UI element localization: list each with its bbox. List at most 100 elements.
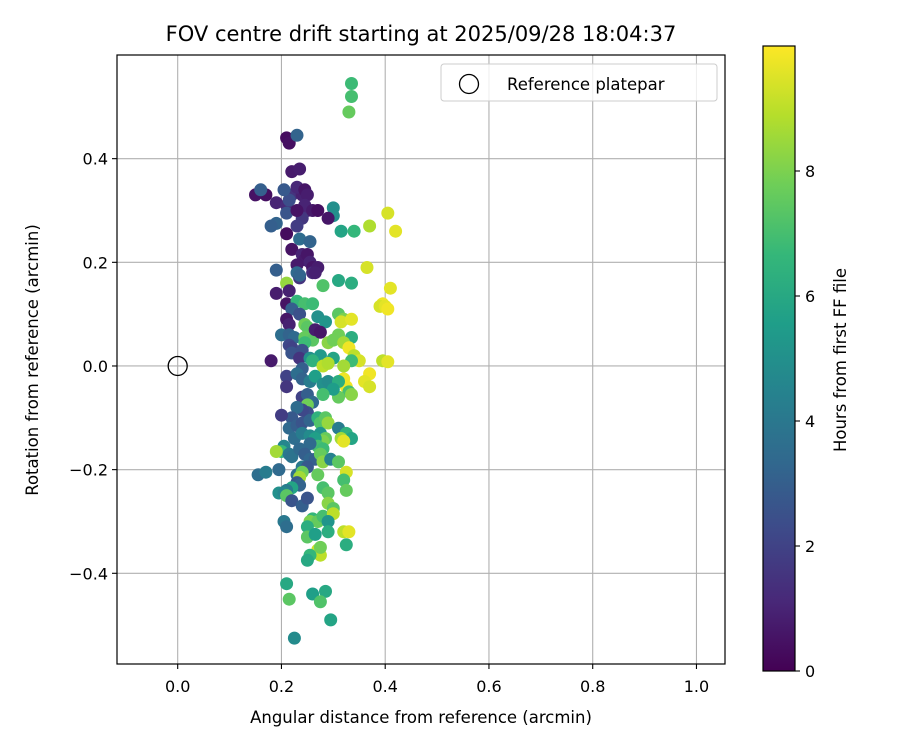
data-point	[381, 206, 395, 220]
colorbar-tick-label: 2	[805, 537, 815, 556]
data-point	[339, 483, 353, 497]
y-tick-label: 0.4	[83, 150, 108, 169]
data-point	[303, 437, 317, 451]
data-point	[345, 276, 358, 290]
data-point	[321, 525, 335, 539]
x-tick-label: 0.4	[372, 677, 397, 696]
data-point	[259, 465, 273, 479]
data-point	[345, 77, 358, 90]
data-point	[269, 286, 283, 300]
data-point	[381, 355, 395, 369]
data-point	[334, 315, 348, 329]
x-tick-label: 0.2	[269, 677, 294, 696]
data-point	[313, 325, 327, 339]
data-point	[321, 356, 335, 370]
grid	[117, 55, 725, 664]
data-point	[306, 297, 320, 311]
y-axis-ticks: 0.4 0.2 0.0 −0.2 −0.4	[69, 150, 117, 583]
colorbar-fill	[763, 46, 795, 671]
data-point	[280, 206, 294, 220]
data-point	[290, 219, 304, 233]
data-point	[280, 520, 294, 534]
data-point	[272, 463, 286, 477]
data-point	[321, 416, 335, 430]
data-point	[345, 388, 358, 401]
data-point	[360, 261, 374, 274]
x-tick-label: 0.0	[165, 677, 190, 696]
data-point	[264, 354, 278, 368]
data-point	[339, 538, 353, 552]
data-point	[345, 312, 358, 326]
data-point	[290, 400, 304, 414]
data-point	[319, 584, 332, 598]
data-point	[280, 577, 294, 591]
data-point	[389, 224, 403, 238]
reference-marker-group	[167, 355, 188, 377]
data-point	[277, 183, 291, 197]
colorbar-ticks: 0 2 4 6 8	[795, 162, 815, 681]
data-point	[321, 515, 335, 528]
data-point	[363, 380, 377, 394]
x-tick-label: 0.8	[580, 677, 605, 696]
y-axis-label: Rotation from reference (arcmin)	[23, 224, 42, 496]
colorbar-tick-label: 0	[805, 662, 815, 681]
data-point	[334, 224, 348, 238]
y-tick-label: −0.2	[69, 461, 108, 480]
data-point	[326, 333, 340, 347]
data-point	[300, 553, 314, 567]
data-point	[308, 266, 322, 280]
colorbar-tick-label: 8	[805, 162, 815, 181]
data-point	[337, 434, 351, 448]
colorbar-frame	[762, 45, 796, 672]
data-point	[269, 196, 283, 210]
data-point	[282, 193, 296, 207]
data-point	[316, 388, 330, 401]
data-point	[285, 494, 299, 508]
data-point	[293, 162, 307, 176]
data-point	[300, 491, 314, 505]
colorbar-tick-label: 4	[805, 412, 815, 431]
data-point	[363, 219, 377, 233]
data-point	[287, 631, 301, 645]
data-point	[280, 227, 294, 241]
reference-platepar-marker	[167, 355, 188, 377]
data-point	[290, 128, 304, 142]
data-point	[321, 211, 335, 225]
legend-marker-circle	[458, 73, 480, 95]
data-point	[306, 354, 320, 368]
x-axis-ticks: 0.0 0.2 0.4 0.6 0.8 1.0	[165, 664, 709, 696]
data-point	[313, 595, 327, 609]
data-point	[285, 242, 299, 256]
legend-entry-reference: Reference platepar	[507, 75, 665, 94]
data-point	[311, 468, 325, 482]
data-point	[311, 204, 325, 217]
x-tick-label: 1.0	[684, 677, 709, 696]
data-point	[319, 315, 332, 329]
y-tick-label: 0.2	[83, 253, 108, 272]
data-point	[342, 105, 356, 119]
colorbar-label: Hours from first FF file	[831, 268, 850, 452]
data-point	[293, 268, 307, 282]
chart-title: FOV centre drift starting at 2025/09/28 …	[166, 22, 677, 46]
y-tick-label: 0.0	[83, 357, 108, 376]
x-tick-label: 0.6	[476, 677, 501, 696]
colorbar: 0 2 4 6 8 Hours from first FF file	[762, 45, 850, 681]
data-point	[293, 232, 307, 246]
data-point	[321, 486, 335, 500]
data-point	[254, 183, 268, 197]
data-point	[337, 359, 351, 373]
data-point	[269, 445, 283, 458]
data-point	[383, 281, 397, 295]
data-point	[347, 224, 361, 238]
data-point	[280, 380, 294, 394]
x-axis-label: Angular distance from reference (arcmin)	[250, 708, 592, 727]
data-point	[293, 307, 307, 321]
data-point	[326, 382, 340, 396]
colorbar-tick-label: 6	[805, 287, 815, 306]
plot-frame	[116, 54, 726, 665]
legend-box	[440, 63, 718, 102]
data-point	[337, 473, 351, 487]
data-point	[290, 204, 304, 217]
data-point	[264, 219, 278, 233]
data-point	[345, 90, 358, 103]
